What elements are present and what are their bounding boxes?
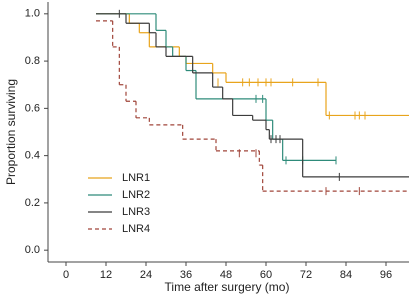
y-tick-label: 0.8 [25, 55, 40, 67]
x-tick-label: 96 [380, 269, 392, 281]
x-tick-label: 72 [300, 269, 312, 281]
y-tick-label: 0.4 [25, 150, 40, 162]
x-tick-label: 24 [140, 269, 152, 281]
x-tick-label: 84 [340, 269, 352, 281]
x-tick-label: 0 [63, 269, 69, 281]
y-tick-label: 0.6 [25, 102, 40, 114]
legend-label: LNR3 [122, 206, 150, 218]
legend-label: LNR4 [122, 223, 150, 235]
y-tick-label: 0.2 [25, 197, 40, 209]
legend-label: LNR1 [122, 172, 150, 184]
y-axis-title: Proportion surviving [4, 79, 18, 185]
x-tick-label: 48 [220, 269, 232, 281]
legend-label: LNR2 [122, 189, 150, 201]
y-tick-label: 0.0 [25, 244, 40, 256]
y-tick-label: 1.0 [25, 8, 40, 20]
x-axis-title: Time after surgery (mo) [165, 280, 290, 294]
x-tick-label: 12 [100, 269, 112, 281]
x-tick-label: 60 [260, 269, 272, 281]
x-tick-label: 36 [180, 269, 192, 281]
